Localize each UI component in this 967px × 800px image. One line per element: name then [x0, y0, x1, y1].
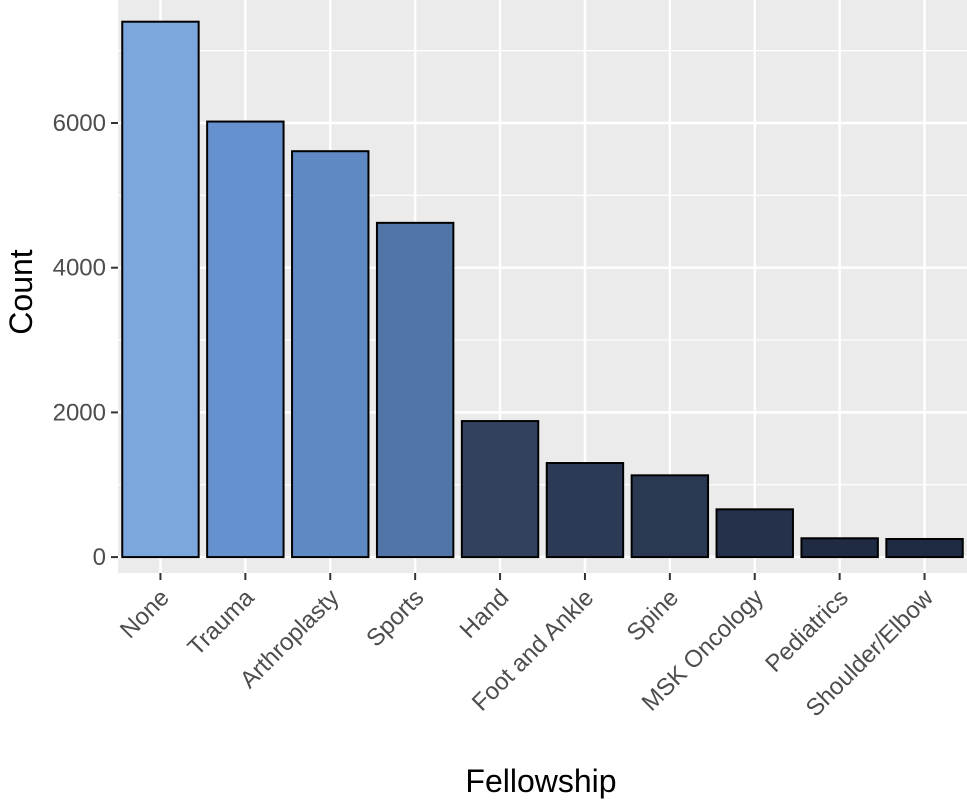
x-tick-label: None	[115, 584, 175, 644]
bars	[121, 20, 964, 559]
x-axis-title: Fellowship	[465, 763, 616, 799]
y-axis-title: Count	[3, 249, 39, 335]
bar	[885, 537, 964, 559]
bar	[375, 221, 455, 559]
y-tick-label: 2000	[53, 399, 106, 426]
x-tick-label: Sports	[361, 584, 429, 652]
bar	[545, 462, 625, 559]
bar	[291, 150, 370, 559]
bar	[460, 420, 540, 559]
y-tick-label: 6000	[53, 110, 106, 137]
y-axis: 0 2000 4000 6000	[53, 110, 118, 571]
x-tick-label: Trauma	[183, 584, 260, 661]
bar	[715, 508, 794, 559]
bar	[630, 474, 710, 559]
y-tick-label: 0	[93, 544, 106, 571]
bar	[800, 537, 879, 559]
bar	[121, 20, 200, 559]
y-tick-label: 4000	[53, 255, 106, 282]
bar	[206, 120, 285, 559]
x-tick-label: Spine	[622, 584, 685, 647]
x-tick-label: Hand	[455, 584, 515, 644]
